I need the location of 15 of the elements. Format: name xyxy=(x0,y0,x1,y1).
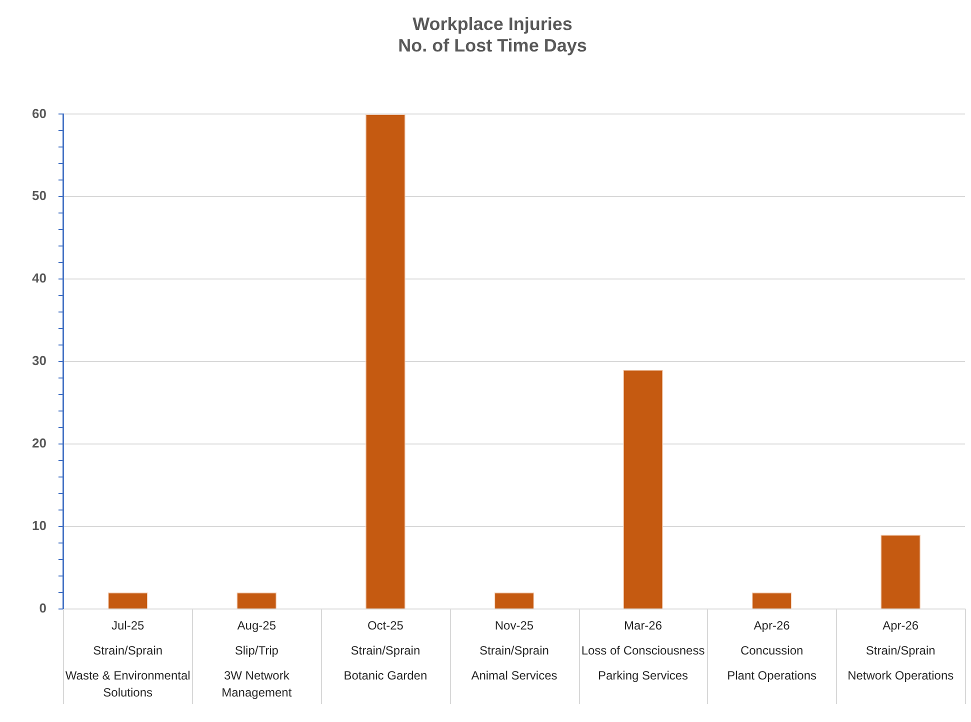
y-tick-label: 0 xyxy=(39,600,46,616)
y-tick-label: 10 xyxy=(32,518,46,534)
y-tick-label: 60 xyxy=(32,106,46,121)
x-tick-label: Apr-26 Concussion Plant Operations xyxy=(727,618,817,682)
x-tick-label: Oct-25 Strain/Sprain Botanic Garden xyxy=(344,618,428,682)
x-tick-label: Jul-25 Strain/Sprain Waste & Environmental Solutions xyxy=(65,618,190,700)
y-tick-label: 30 xyxy=(32,353,46,368)
y-tick-label: 20 xyxy=(32,436,46,451)
chart-title: Workplace Injuries No. of Lost Time Days xyxy=(398,14,587,56)
x-tick-label: Mar-26 Loss of Consciousness Parking Services xyxy=(581,618,705,682)
x-tick-label: Nov-25 Strain/Sprain Animal Services xyxy=(471,618,558,682)
x-tick-label: Aug-25 Slip/Trip 3W Network Management xyxy=(222,618,292,700)
x-tick-label: Apr-26 Strain/Sprain Network Operations xyxy=(848,618,954,682)
y-tick-label: 40 xyxy=(32,270,46,286)
y-tick-label: 50 xyxy=(32,188,46,204)
